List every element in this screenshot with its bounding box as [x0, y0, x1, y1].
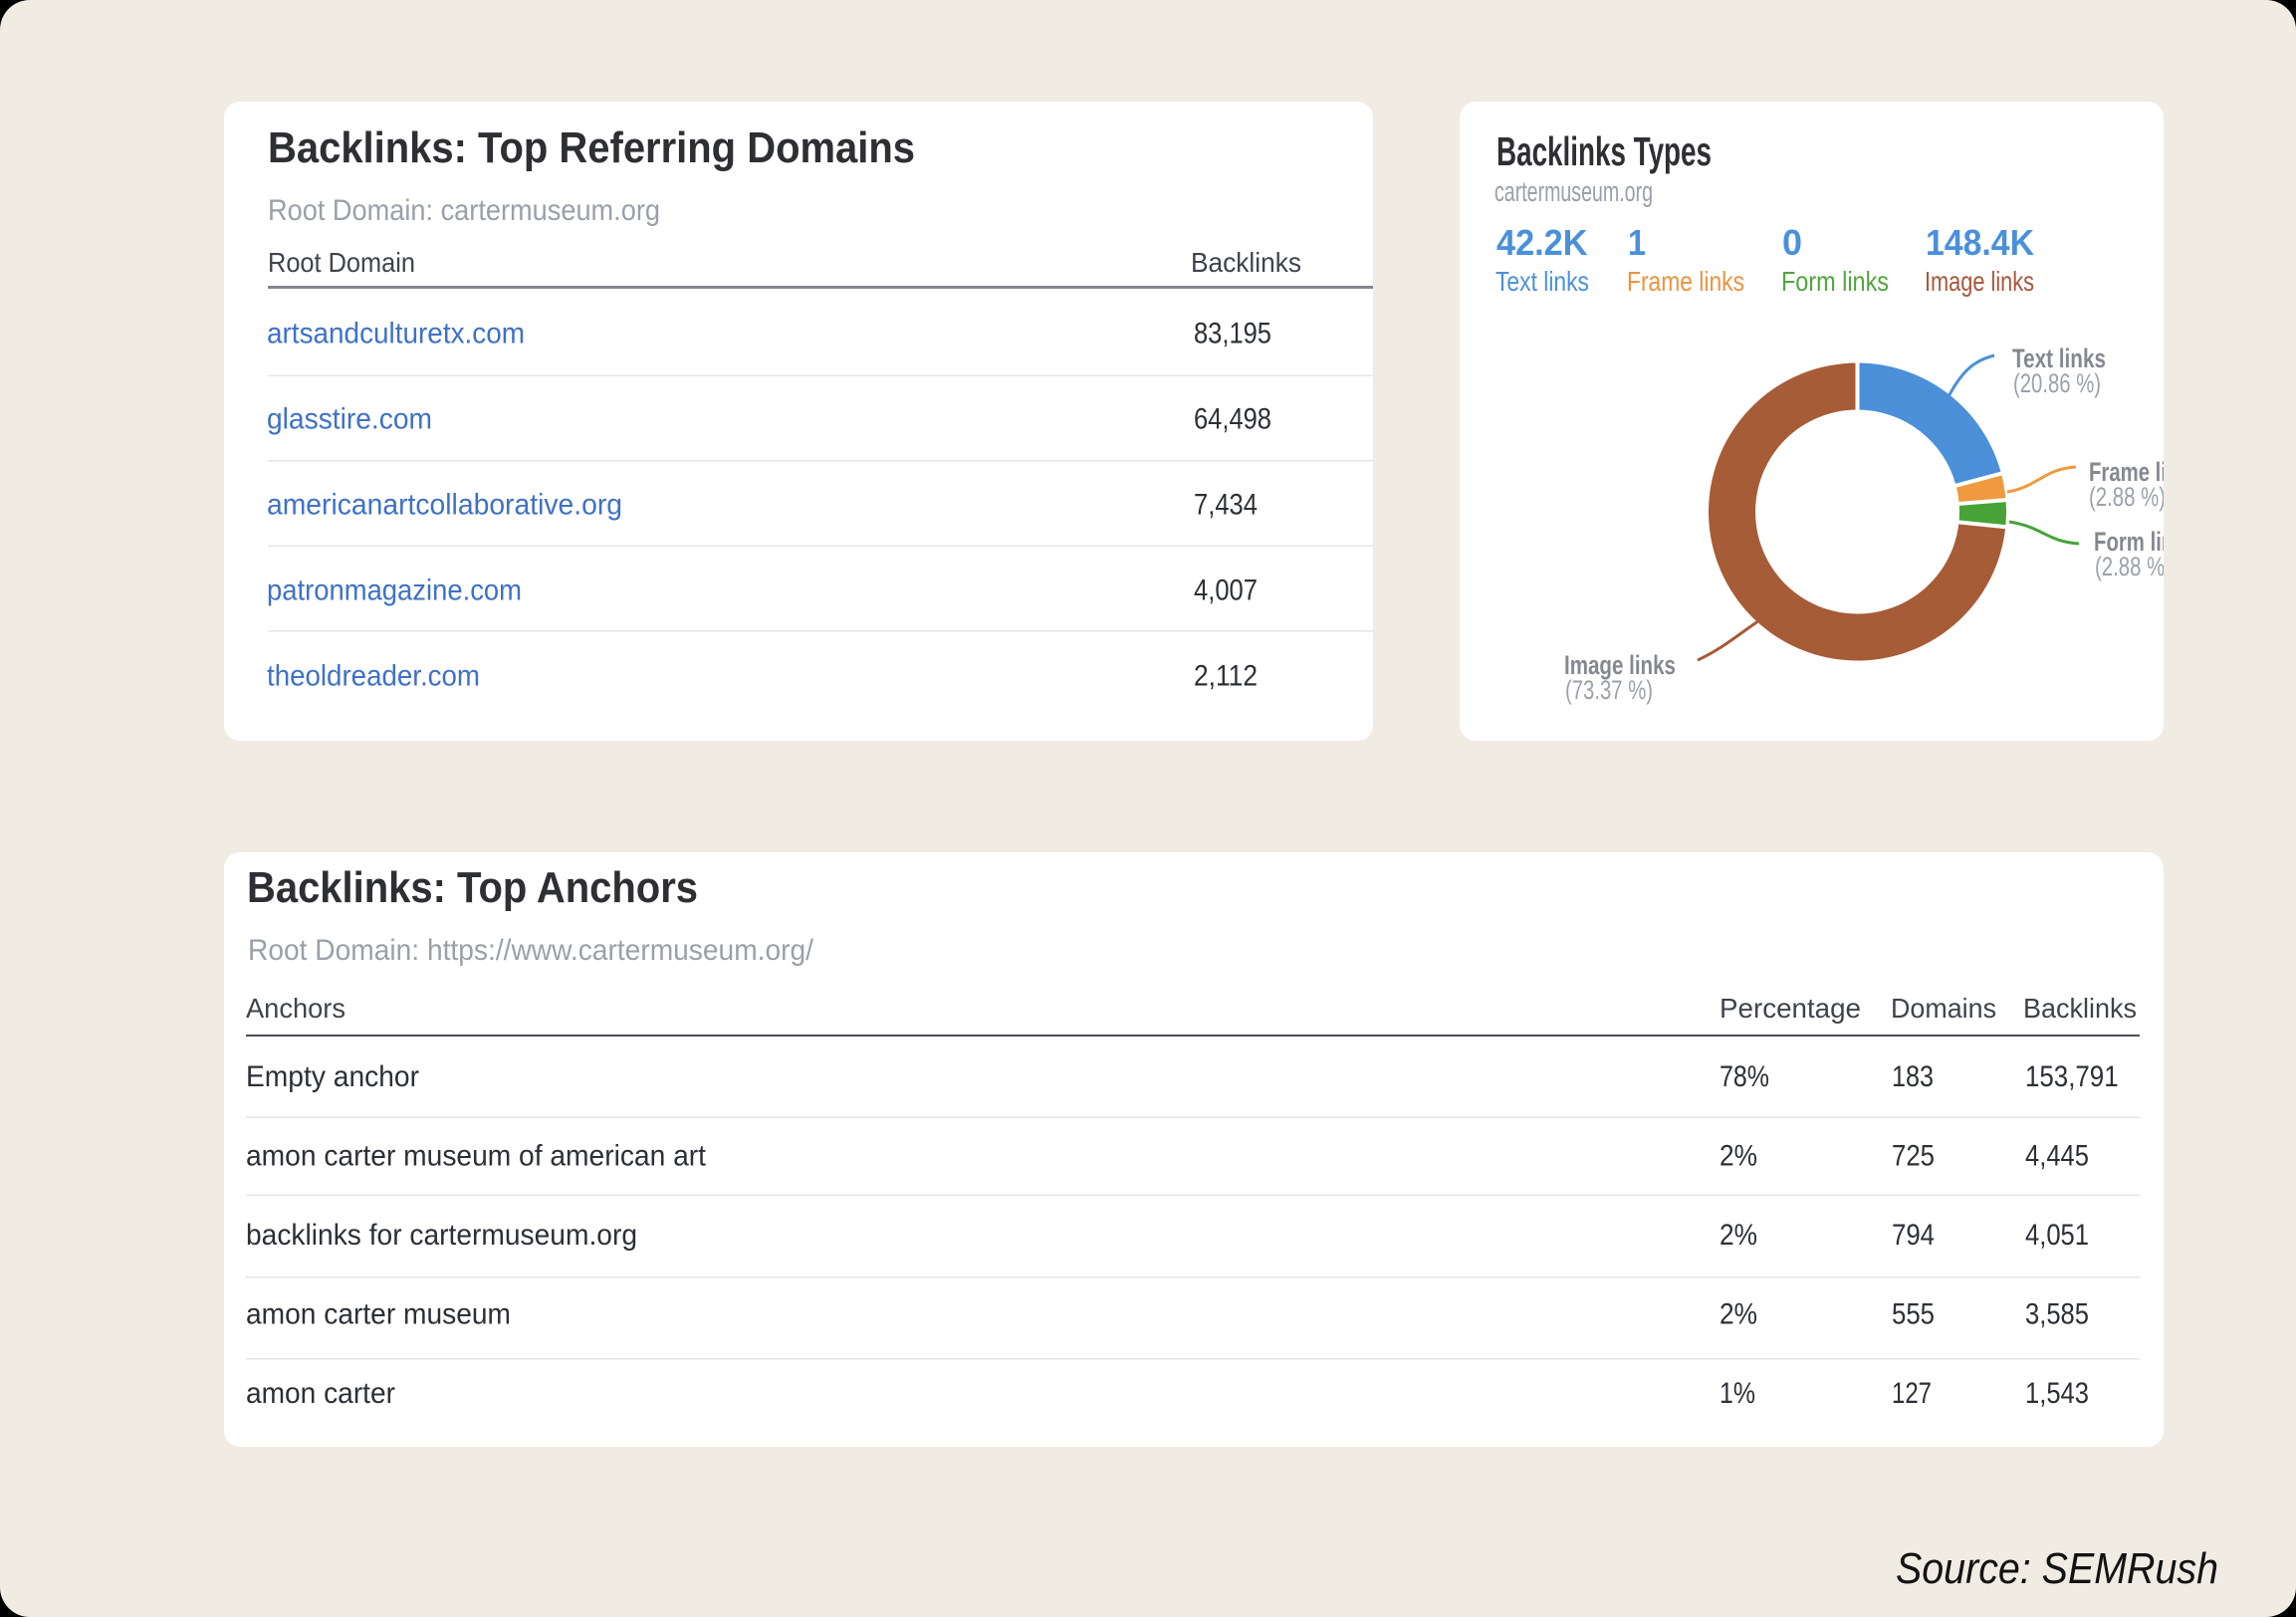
- svg-text:555: 555: [1892, 1298, 1935, 1331]
- svg-text:(20.86 %): (20.86 %): [2013, 368, 2101, 398]
- svg-text:Backlinks: Top Referring Domai: Backlinks: Top Referring Domains: [268, 123, 915, 172]
- svg-text:Root Domain: cartermuseum.org: Root Domain: cartermuseum.org: [268, 194, 660, 227]
- svg-text:78%: 78%: [1720, 1060, 1769, 1093]
- svg-text:(2.88 %): (2.88 %): [2089, 482, 2166, 512]
- svg-text:1%: 1%: [1720, 1377, 1755, 1410]
- svg-text:Anchors: Anchors: [246, 993, 345, 1024]
- svg-text:amon carter: amon carter: [246, 1377, 395, 1410]
- svg-text:Form links: Form links: [2094, 527, 2196, 557]
- svg-text:Frame links: Frame links: [1627, 266, 1744, 297]
- svg-text:artsandculturetx.com: artsandculturetx.com: [267, 318, 525, 350]
- svg-text:Backlinks Types: Backlinks Types: [1496, 128, 1712, 174]
- svg-text:183: 183: [1892, 1060, 1934, 1093]
- svg-text:4,007: 4,007: [1194, 575, 1258, 607]
- svg-text:3,585: 3,585: [2025, 1298, 2089, 1331]
- svg-text:4,051: 4,051: [2025, 1219, 2089, 1252]
- svg-text:Text links: Text links: [2012, 344, 2106, 373]
- svg-text:153,791: 153,791: [2025, 1060, 2119, 1093]
- svg-text:amon carter museum of american: amon carter museum of american art: [246, 1140, 707, 1173]
- svg-text:1,543: 1,543: [2025, 1377, 2089, 1410]
- svg-text:0: 0: [1782, 222, 1802, 263]
- svg-text:americanartcollaborative.org: americanartcollaborative.org: [267, 489, 622, 522]
- svg-text:Text links: Text links: [1495, 266, 1589, 297]
- svg-text:Backlinks: Top Anchors: Backlinks: Top Anchors: [247, 863, 698, 912]
- svg-text:Form links: Form links: [1781, 266, 1889, 297]
- svg-text:794: 794: [1892, 1219, 1935, 1252]
- svg-text:amon carter museum: amon carter museum: [246, 1298, 511, 1331]
- svg-text:127: 127: [1892, 1377, 1932, 1410]
- svg-text:Backlinks: Backlinks: [2023, 993, 2137, 1024]
- svg-text:Frame links: Frame links: [2089, 457, 2201, 487]
- svg-text:2,112: 2,112: [1194, 660, 1258, 693]
- svg-text:42.2K: 42.2K: [1496, 222, 1588, 263]
- svg-text:Source: SEMRush: Source: SEMRush: [1896, 1544, 2218, 1593]
- svg-text:Image links: Image links: [1925, 266, 2034, 297]
- svg-text:1: 1: [1628, 222, 1646, 263]
- svg-text:83,195: 83,195: [1194, 318, 1271, 350]
- svg-text:Root Domain: Root Domain: [268, 247, 415, 278]
- svg-text:glasstire.com: glasstire.com: [267, 403, 432, 436]
- svg-text:(73.37 %): (73.37 %): [1565, 675, 1653, 705]
- svg-text:2%: 2%: [1720, 1219, 1757, 1252]
- svg-text:Backlinks: Backlinks: [1191, 247, 1301, 278]
- svg-text:148.4K: 148.4K: [1926, 222, 2034, 263]
- svg-text:patronmagazine.com: patronmagazine.com: [267, 575, 522, 607]
- svg-text:Empty anchor: Empty anchor: [246, 1060, 419, 1093]
- svg-text:Image links: Image links: [1564, 650, 1676, 680]
- svg-text:cartermuseum.org: cartermuseum.org: [1494, 176, 1653, 208]
- svg-text:7,434: 7,434: [1194, 489, 1258, 522]
- svg-text:64,498: 64,498: [1194, 403, 1271, 436]
- svg-text:theoldreader.com: theoldreader.com: [267, 660, 480, 693]
- svg-text:4,445: 4,445: [2025, 1140, 2089, 1173]
- svg-text:Percentage: Percentage: [1720, 993, 1861, 1024]
- svg-text:Root Domain: https://www.carte: Root Domain: https://www.cartermuseum.or…: [248, 934, 814, 967]
- svg-text:Domains: Domains: [1891, 993, 1996, 1024]
- svg-text:(2.88 %): (2.88 %): [2095, 552, 2172, 581]
- svg-text:2%: 2%: [1720, 1140, 1757, 1173]
- svg-text:2%: 2%: [1720, 1298, 1757, 1331]
- svg-text:725: 725: [1892, 1140, 1935, 1173]
- svg-text:backlinks for cartermuseum.org: backlinks for cartermuseum.org: [246, 1219, 637, 1252]
